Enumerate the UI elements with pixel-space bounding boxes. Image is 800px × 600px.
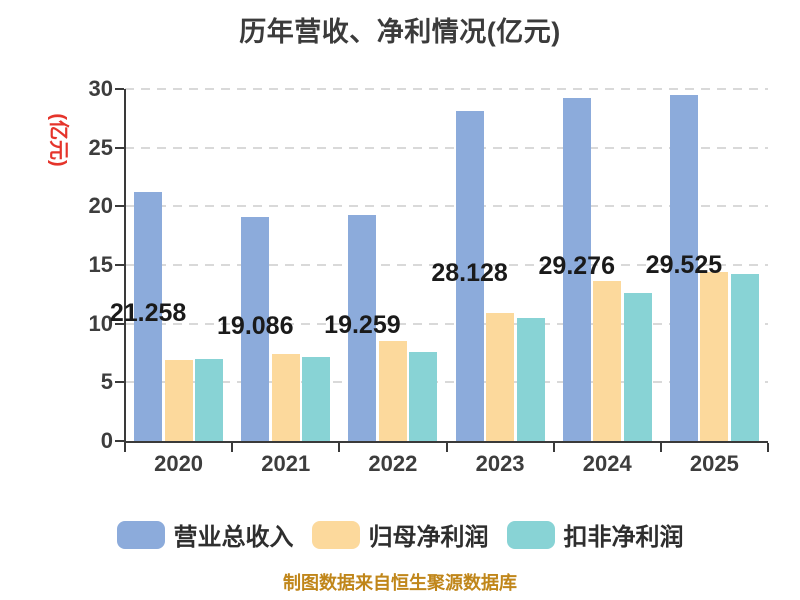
bar-net-profit-2023[interactable] (486, 313, 515, 441)
gridline-15 (125, 264, 768, 266)
legend: 营业总收入 归母净利润 扣非净利润 (0, 517, 800, 552)
x-axis-tick-3 (445, 443, 448, 452)
legend-label-non-gaap-net-profit: 扣非净利润 (563, 524, 684, 551)
bar-value-label-2021: 19.086 (217, 312, 294, 341)
x-tick-label-2023: 2023 (475, 451, 525, 476)
chart-title: 历年营收、净利情况(亿元) (239, 17, 561, 47)
legend-item-net-profit[interactable]: 归母净利润 (311, 517, 489, 552)
bar-non-gaap-net-profit-2025[interactable] (730, 274, 759, 441)
bar-revenue-2023[interactable] (455, 110, 484, 441)
bar-non-gaap-net-profit-2023[interactable] (516, 317, 545, 441)
y-tick-label-10: 10 (88, 310, 113, 336)
y-axis-line (124, 89, 126, 443)
legend-label-net-profit: 归母净利润 (368, 524, 489, 551)
x-axis-tick-4 (552, 443, 555, 452)
bar-value-label-2022: 19.259 (324, 311, 401, 340)
x-axis-tick-0 (124, 443, 126, 452)
bar-value-label-2025: 29.525 (645, 250, 723, 279)
bar-non-gaap-net-profit-2022[interactable] (409, 351, 438, 441)
bar-non-gaap-net-profit-2024[interactable] (623, 293, 652, 441)
x-tick-label-2021: 2021 (261, 451, 311, 476)
y-axis-tick-30 (115, 88, 124, 90)
y-tick-label-0: 0 (100, 428, 113, 453)
bar-revenue-2021[interactable] (241, 217, 270, 441)
bar-revenue-2022[interactable] (348, 215, 377, 441)
x-axis-tick-6 (767, 443, 769, 452)
y-axis-tick-10 (115, 322, 124, 325)
x-axis-line (124, 441, 768, 443)
x-axis-tick-1 (231, 443, 234, 452)
bar-value-label-2020: 21.258 (109, 299, 187, 328)
x-tick-label-2020: 2020 (154, 451, 204, 476)
legend-swatch-revenue (116, 520, 165, 549)
gridline-25 (125, 146, 768, 149)
bar-value-label-2023: 28.128 (431, 258, 508, 287)
y-axis-tick-5 (115, 381, 124, 384)
bar-net-profit-2020[interactable] (164, 360, 193, 441)
gridline-20 (125, 205, 768, 208)
y-axis-tick-20 (115, 205, 124, 208)
legend-label-revenue: 营业总收入 (173, 524, 294, 551)
y-tick-label-30: 30 (88, 76, 113, 101)
gridline-5 (125, 381, 768, 384)
legend-swatch-net-profit (311, 520, 360, 549)
x-axis-tick-5 (659, 443, 662, 452)
plot-area: 0 5 10 15 20 25 30 21.258 2020 19.086 2021 19.259 20… (89, 77, 769, 476)
y-tick-label-25: 25 (88, 134, 113, 160)
y-tick-label-20: 20 (88, 193, 113, 219)
gridline-10 (125, 322, 768, 325)
y-axis-tick-25 (115, 146, 124, 149)
x-tick-label-2025: 2025 (689, 451, 739, 476)
bar-net-profit-2021[interactable] (271, 354, 300, 441)
y-axis-tick-15 (115, 264, 124, 266)
y-axis-tick-0 (115, 440, 124, 442)
legend-item-non-gaap-net-profit[interactable]: 扣非净利润 (506, 517, 684, 552)
x-axis-tick-2 (338, 443, 341, 452)
bar-non-gaap-net-profit-2020[interactable] (195, 358, 224, 441)
x-tick-label-2024: 2024 (582, 451, 632, 476)
bar-revenue-2020[interactable] (134, 191, 163, 441)
bar-revenue-2024[interactable] (562, 97, 591, 441)
y-tick-label-15: 15 (88, 252, 113, 277)
bar-non-gaap-net-profit-2021[interactable] (302, 356, 331, 441)
bar-net-profit-2025[interactable] (700, 272, 729, 441)
bar-net-profit-2022[interactable] (378, 341, 407, 441)
bar-revenue-2025[interactable] (669, 94, 698, 441)
bar-value-label-2024: 29.276 (538, 252, 615, 281)
gridline-30 (125, 88, 768, 90)
x-tick-label-2022: 2022 (368, 451, 418, 476)
legend-swatch-non-gaap-net-profit (506, 520, 555, 549)
data-source-note: 制图数据来自恒生聚源数据库 (283, 573, 517, 593)
y-tick-label-5: 5 (100, 369, 113, 395)
bar-net-profit-2024[interactable] (593, 281, 622, 441)
legend-item-revenue[interactable]: 营业总收入 (116, 517, 294, 552)
